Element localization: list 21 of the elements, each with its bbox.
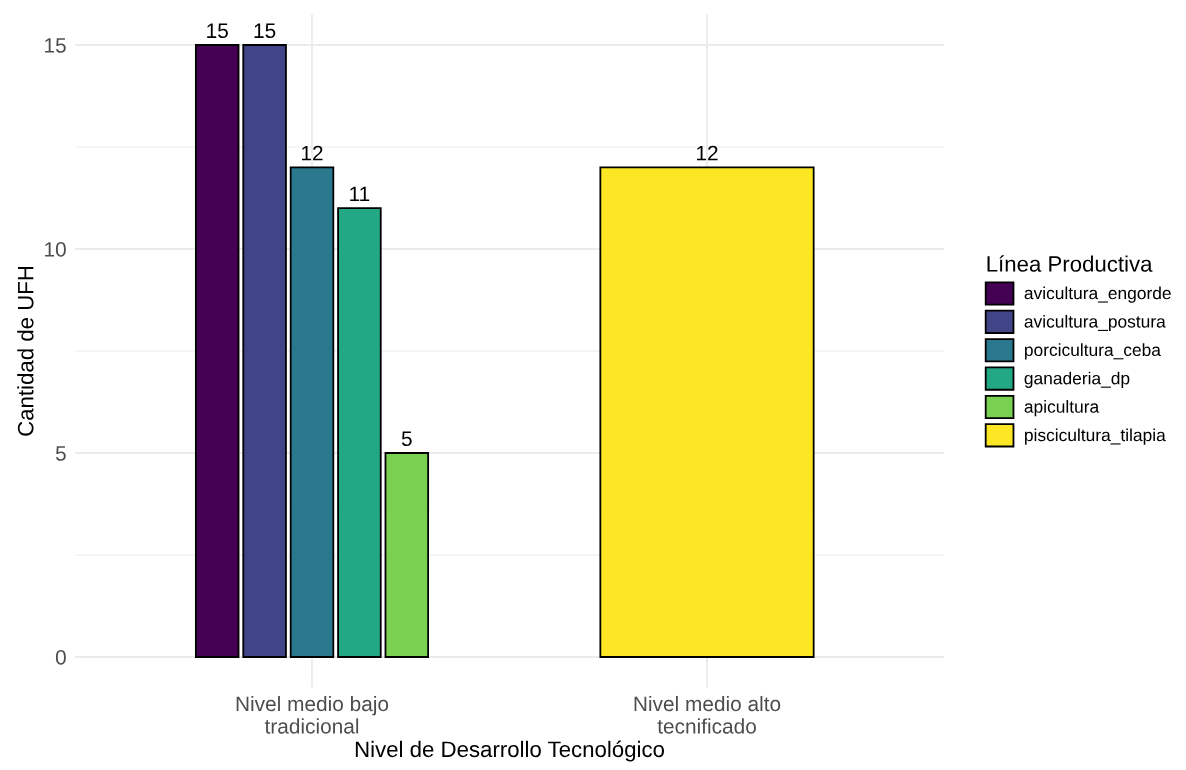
legend-label: avicultura_postura <box>1024 314 1166 332</box>
legend-label: avicultura_engorde <box>1024 286 1171 303</box>
data-label: 15 <box>207 23 228 39</box>
data-label: 12 <box>302 145 323 161</box>
y-tick-label: 15 <box>45 38 66 53</box>
x-tick-label: Nivel medio bajo tradicional <box>236 695 389 734</box>
data-label: 11 <box>350 186 370 202</box>
legend-label: piscicultura_tilapia <box>1025 428 1166 445</box>
data-label: 5 <box>401 431 412 447</box>
x-axis-title: Nivel de Desarrollo Tecnológico <box>355 740 665 762</box>
y-tick-label: 5 <box>55 446 66 461</box>
y-tick-label: 10 <box>45 242 66 257</box>
data-label: 12 <box>697 145 718 161</box>
legend-label: ganaderia_dp <box>1024 371 1130 388</box>
y-tick-label: 0 <box>55 650 66 665</box>
data-label: 15 <box>254 23 276 39</box>
y-axis-title: Cantidad de UFH <box>17 266 34 436</box>
x-tick-label: Nivel medio alto tecnificado <box>634 695 781 734</box>
legend-title: Línea Productiva <box>987 255 1153 272</box>
legend-label: porcicultura_ceba <box>1025 343 1161 360</box>
legend-label: apicultura <box>1024 400 1100 417</box>
